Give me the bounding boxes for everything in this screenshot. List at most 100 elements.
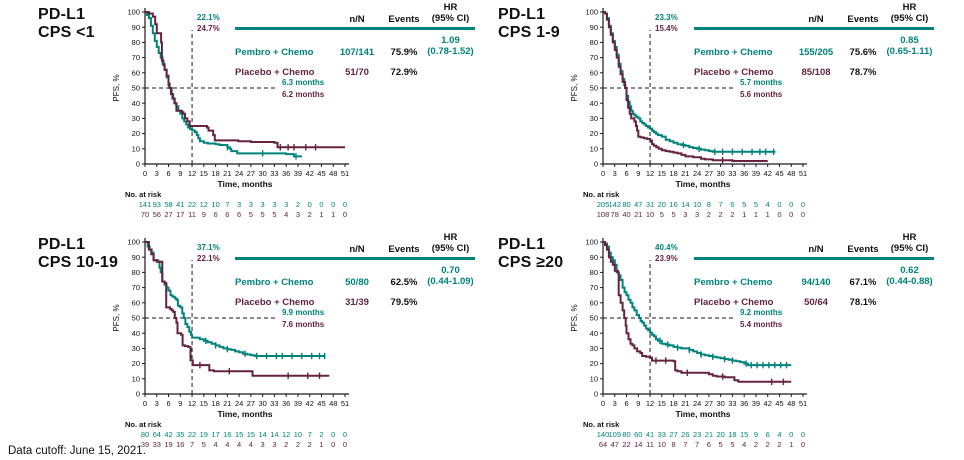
- x-tick-label: 36: [740, 169, 748, 178]
- y-tick-label: 20: [132, 359, 140, 368]
- at-risk-value: 3: [272, 200, 276, 209]
- at-risk-value: 7: [683, 440, 687, 449]
- x-axis-title: Time, months: [675, 409, 730, 419]
- at-risk-value: 2: [754, 440, 758, 449]
- at-risk-value: 9: [754, 430, 758, 439]
- at-risk-value: 2: [730, 210, 734, 219]
- x-tick-label: 12: [646, 169, 654, 178]
- table-rule: [235, 26, 475, 30]
- x-tick-label: 45: [317, 169, 325, 178]
- no-at-risk-label: No. at risk: [125, 190, 162, 199]
- y-tick-label: 100: [127, 238, 140, 247]
- at-risk-row-placebo: 108 78 40 21 10 5 5 3 3 2 2 2 1 1 1 0 0 0: [597, 210, 805, 219]
- table-row-placebo: Placebo + Chemo 51/70 72.9%: [235, 67, 475, 78]
- km-curve-placebo: [145, 11, 345, 149]
- at-risk-value: 10: [294, 430, 302, 439]
- at-risk-value: 140: [597, 430, 610, 439]
- landmark-rate-pembro: 37.1%: [197, 243, 220, 252]
- hr-label: HR: [443, 2, 458, 13]
- pembro-events: 75.6%: [849, 46, 877, 58]
- x-axis-title: Time, months: [217, 409, 272, 419]
- x-tick-label: 30: [716, 399, 724, 408]
- landmark-rate-placebo: 24.7%: [197, 24, 220, 33]
- y-tick-label: 70: [590, 53, 598, 62]
- at-risk-value: 78: [611, 210, 619, 219]
- table-row-placebo: Placebo + Chemo 31/39 79.5%: [235, 297, 475, 308]
- placebo-events: 79.5%: [390, 296, 418, 308]
- at-risk-value: 1: [319, 210, 323, 219]
- at-risk-row-pembro: 80 64 42 35 22 19 17 16 15 15 14 14 12 10 7 2 0 0: [141, 430, 347, 439]
- at-risk-value: 14: [681, 200, 689, 209]
- hr-value: 0.62: [900, 264, 919, 276]
- at-risk-value: 6: [214, 210, 218, 219]
- hr-label: HR: [443, 232, 458, 243]
- panel-title-line2: CPS ≥20: [498, 253, 564, 271]
- x-tick-label: 33: [270, 169, 278, 178]
- x-tick-label: 15: [658, 399, 666, 408]
- y-axis-title: PFS, %: [112, 74, 121, 101]
- x-tick-label: 18: [669, 399, 677, 408]
- x-tick-label: 3: [155, 399, 159, 408]
- summary-table-header: n/N Events HR (95% CI): [694, 232, 934, 255]
- at-risk-row-placebo: 70 56 27 17 11 9 6 6 6 5 5 5 4 3 2 1 1 0: [141, 210, 347, 219]
- table-rule: [694, 256, 934, 260]
- pembro-nn: 155/205: [798, 46, 834, 58]
- x-tick-label: 15: [658, 169, 666, 178]
- at-risk-value: 6: [707, 440, 711, 449]
- landmark-rate-pembro: 40.4%: [655, 243, 678, 252]
- y-tick-label: 40: [590, 99, 598, 108]
- median-pembro: 6.3 months: [282, 78, 325, 87]
- at-risk-value: 0: [331, 430, 335, 439]
- x-tick-label: 42: [306, 169, 314, 178]
- y-tick-label: 50: [132, 314, 140, 323]
- x-tick-label: 27: [247, 399, 255, 408]
- at-risk-value: 109: [609, 430, 622, 439]
- at-risk-value: 14: [270, 430, 278, 439]
- col-header-nn: n/N: [808, 243, 824, 255]
- at-risk-value: 5: [272, 210, 276, 219]
- y-tick-label: 30: [590, 114, 598, 123]
- x-tick-label: 51: [799, 169, 807, 178]
- at-risk-value: 17: [176, 210, 184, 219]
- x-tick-label: 36: [282, 399, 290, 408]
- at-risk-value: 22: [622, 440, 630, 449]
- at-risk-value: 39: [141, 440, 149, 449]
- at-risk-value: 108: [597, 210, 610, 219]
- panel-title: PD-L1 CPS 1-9: [498, 6, 560, 42]
- y-tick-label: 50: [590, 84, 598, 93]
- table-row-pembro: Pembro + Chemo 94/140 67.1% 0.62 (0.44-0.…: [694, 264, 934, 288]
- pembro-hr: 0.85 (0.65-1.11): [885, 34, 934, 58]
- y-tick-label: 30: [132, 114, 140, 123]
- at-risk-value: 0: [343, 200, 347, 209]
- y-tick-label: 70: [590, 283, 598, 292]
- col-header-events: Events: [388, 13, 420, 25]
- at-risk-value: 15: [740, 430, 748, 439]
- median-placebo: 6.2 months: [282, 90, 325, 99]
- median-pembro: 5.7 months: [740, 78, 783, 87]
- panel-cps-ge20: PD-L1 CPS ≥20 0 10 20 30 40 50 60 70 80 90 100 0 3 6 9 1…: [482, 230, 964, 460]
- placebo-events: 78.7%: [849, 66, 877, 78]
- at-risk-value: 7: [190, 440, 194, 449]
- y-tick-label: 40: [132, 99, 140, 108]
- at-risk-value: 58: [164, 200, 172, 209]
- hr-value: 0.85: [900, 34, 919, 46]
- y-tick-label: 50: [132, 84, 140, 93]
- at-risk-value: 7: [695, 440, 699, 449]
- x-tick-label: 48: [787, 399, 795, 408]
- y-axis-title: PFS, %: [570, 304, 579, 331]
- landmark-rate-pembro: 22.1%: [197, 13, 220, 22]
- at-risk-value: 19: [164, 440, 172, 449]
- at-risk-value: 8: [707, 200, 711, 209]
- summary-table: n/N Events HR (95% CI) Pembro + Chemo 107…: [235, 2, 475, 78]
- at-risk-value: 1: [754, 210, 758, 219]
- panel-title: PD-L1 CPS ≥20: [498, 236, 563, 272]
- at-risk-value: 2: [296, 200, 300, 209]
- at-risk-value: 33: [658, 430, 666, 439]
- at-risk-value: 6: [237, 210, 241, 219]
- y-tick-label: 10: [590, 374, 598, 383]
- x-tick-label: 18: [211, 399, 219, 408]
